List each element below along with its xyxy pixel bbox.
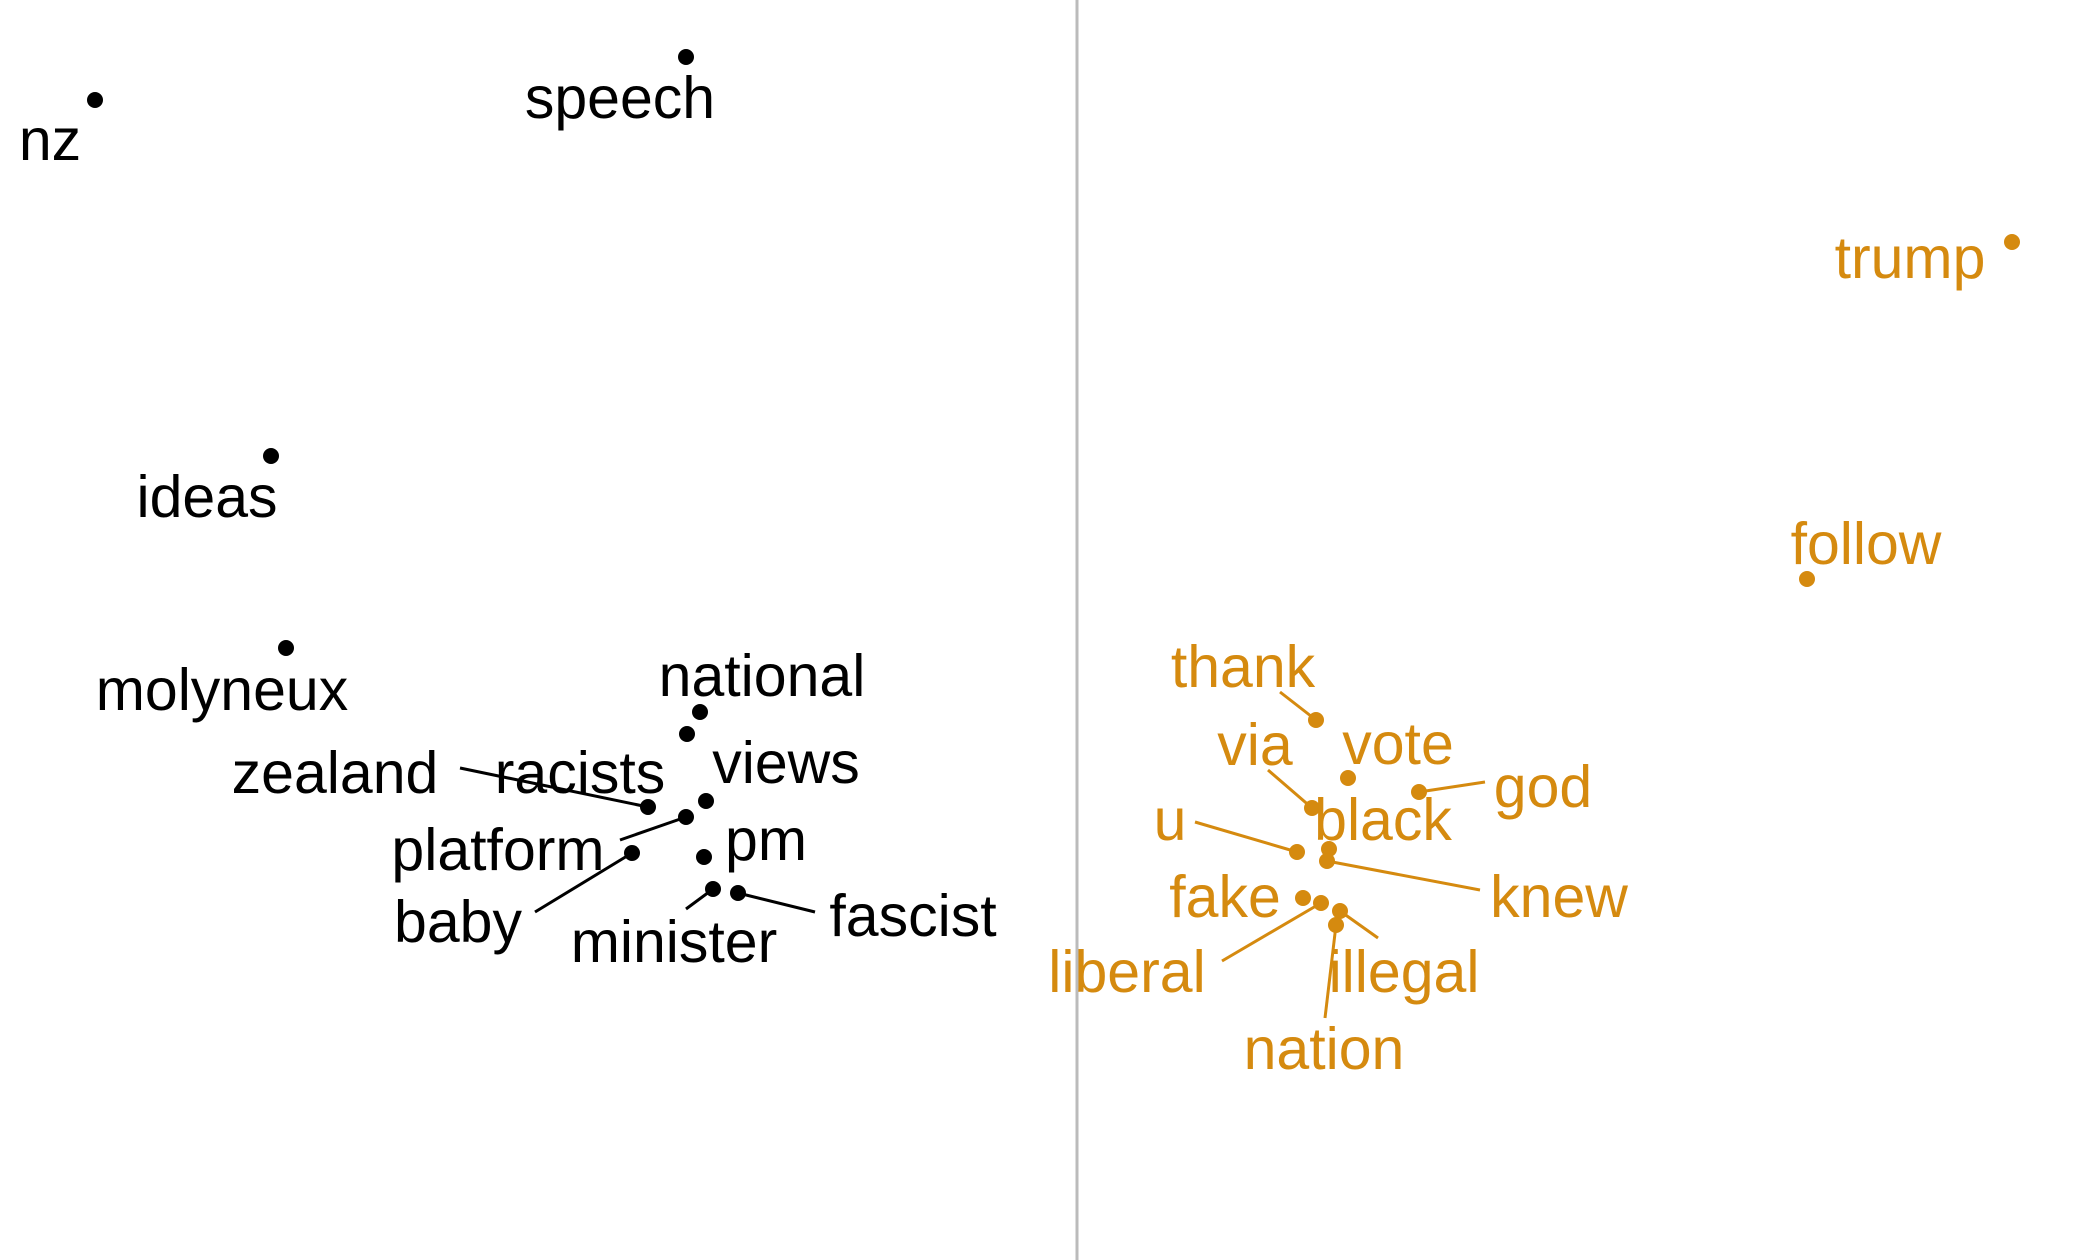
point-vote bbox=[1340, 770, 1356, 786]
point-illegal bbox=[1332, 903, 1348, 919]
point-pm bbox=[696, 849, 712, 865]
label-views: views bbox=[712, 730, 860, 796]
point-racists bbox=[698, 793, 714, 809]
label-minister: minister bbox=[571, 909, 778, 975]
leader-line-via bbox=[1267, 768, 1313, 810]
point-follow bbox=[1799, 571, 1815, 587]
label-nz: nz bbox=[19, 107, 81, 173]
label-vote: vote bbox=[1342, 711, 1454, 777]
point-trump bbox=[2004, 234, 2020, 250]
label-zealand: zealand bbox=[232, 740, 439, 806]
label-racists: racists bbox=[495, 740, 665, 806]
leader-line-fascist bbox=[737, 891, 816, 914]
leader-line-zealand bbox=[459, 766, 649, 809]
label-thank: thank bbox=[1171, 634, 1316, 700]
leader-line-nation bbox=[1323, 924, 1338, 1019]
leader-line-knew bbox=[1326, 859, 1481, 892]
label-fascist: fascist bbox=[829, 883, 996, 949]
point-nation bbox=[1328, 917, 1344, 933]
label-fake: fake bbox=[1169, 864, 1281, 930]
point-speech bbox=[678, 49, 694, 65]
point-knew bbox=[1319, 853, 1335, 869]
point-platform bbox=[678, 809, 694, 825]
point-fascist bbox=[730, 885, 746, 901]
label-pm: pm bbox=[725, 807, 807, 873]
point-thank bbox=[1308, 712, 1324, 728]
label-molyneux: molyneux bbox=[96, 657, 349, 723]
point-ideas bbox=[263, 448, 279, 464]
label-knew: knew bbox=[1490, 864, 1628, 930]
label-ideas: ideas bbox=[136, 464, 277, 530]
leader-line-u bbox=[1194, 820, 1298, 854]
point-national bbox=[692, 704, 708, 720]
point-black bbox=[1321, 841, 1337, 857]
point-baby bbox=[624, 845, 640, 861]
label-trump: trump bbox=[1835, 225, 1986, 291]
leader-line-god bbox=[1418, 780, 1486, 794]
point-fake bbox=[1295, 890, 1311, 906]
label-follow: follow bbox=[1791, 511, 1942, 577]
label-u: u bbox=[1154, 787, 1187, 853]
label-national: national bbox=[659, 643, 866, 709]
label-speech: speech bbox=[525, 65, 715, 131]
point-via bbox=[1304, 800, 1320, 816]
label-liberal: liberal bbox=[1048, 939, 1205, 1005]
leader-line-liberal bbox=[1221, 901, 1322, 963]
label-baby: baby bbox=[394, 889, 522, 955]
point-views bbox=[679, 726, 695, 742]
leader-line-platform bbox=[619, 815, 687, 842]
point-god bbox=[1411, 784, 1427, 800]
point-u bbox=[1289, 844, 1305, 860]
label-illegal: illegal bbox=[1329, 939, 1480, 1005]
point-liberal bbox=[1313, 895, 1329, 911]
leader-line-baby bbox=[534, 851, 633, 914]
point-minister bbox=[705, 881, 721, 897]
label-god: god bbox=[1494, 754, 1592, 820]
label-nation: nation bbox=[1244, 1016, 1405, 1082]
point-molyneux bbox=[278, 640, 294, 656]
label-via: via bbox=[1217, 712, 1293, 778]
label-black: black bbox=[1314, 787, 1452, 853]
point-nz bbox=[87, 92, 103, 108]
point-zealand bbox=[640, 799, 656, 815]
label-platform: platform bbox=[391, 817, 604, 883]
